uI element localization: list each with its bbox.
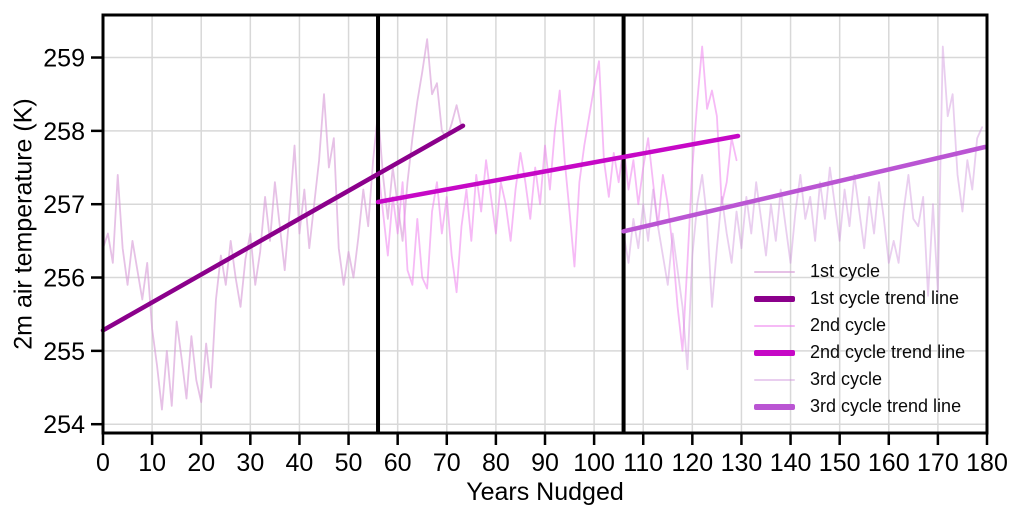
legend-label: 1st cycle trend line [810, 288, 960, 308]
legend-line-sample [754, 378, 795, 381]
y-tick-label: 254 [43, 411, 85, 439]
y-tick-label: 257 [43, 191, 85, 219]
series-3rd-cycle-trend-line [621, 144, 988, 234]
series-1st-cycle [102, 38, 463, 411]
y-tick-label: 258 [43, 118, 85, 146]
y-tick-label: 259 [43, 45, 85, 73]
x-tick-label: 60 [384, 449, 412, 477]
legend-line-sample [754, 270, 795, 273]
x-axis-label: Years Nudged [466, 478, 624, 506]
legend-entry-3rd-cycle-trend-line: 3rd cycle trend line [754, 393, 965, 420]
series-2nd-cycle-trend-line [375, 133, 741, 205]
legend-label: 3rd cycle [810, 369, 883, 389]
x-tick-label: 140 [770, 449, 812, 477]
legend-line-sample [754, 324, 795, 327]
y-tick-label: 256 [43, 265, 85, 293]
legend-entry-2nd-cycle-trend-line: 2nd cycle trend line [754, 339, 965, 366]
x-tick-label: 50 [335, 449, 363, 477]
x-tick-label: 170 [917, 449, 959, 477]
legend-label: 2nd cycle trend line [810, 342, 966, 362]
x-tick-label: 40 [286, 449, 314, 477]
y-axis-label: 2m air temperature (K) [9, 98, 38, 350]
x-tick-label: 90 [531, 449, 559, 477]
x-tick-label: 130 [721, 449, 763, 477]
x-tick-label: 80 [482, 449, 510, 477]
x-tick-label: 150 [819, 449, 861, 477]
x-tick-label: 0 [96, 449, 110, 477]
y-tick-label: 255 [43, 338, 85, 366]
legend-label: 1st cycle [810, 261, 881, 281]
legend-entry-2nd-cycle: 2nd cycle [754, 312, 965, 339]
x-tick-label: 30 [236, 449, 264, 477]
x-tick-label: 110 [623, 449, 663, 477]
x-tick-label: 20 [187, 449, 215, 477]
legend-line-sample [754, 403, 795, 410]
legend-line-sample [754, 295, 795, 302]
series-3rd-cycle [622, 45, 983, 371]
legend-line-sample [754, 349, 795, 356]
legend-label: 3rd cycle trend line [810, 396, 962, 416]
x-tick-label: 120 [671, 449, 713, 477]
legend-entry-1st-cycle-trend-line: 1st cycle trend line [754, 285, 965, 312]
x-tick-label: 180 [966, 449, 1008, 477]
plot-border [101, 13, 989, 435]
legend-entry-1st-cycle: 1st cycle [754, 258, 965, 285]
x-tick-label: 10 [138, 449, 166, 477]
x-tick-label: 160 [868, 449, 910, 477]
x-tick-label: 100 [573, 449, 615, 477]
series-1st-cycle-trend-line [100, 123, 466, 333]
x-tick-label: 70 [433, 449, 461, 477]
legend: 1st cycle 1st cycle trend line 2nd cycle 2n… [754, 258, 965, 420]
legend-entry-3rd-cycle: 3rd cycle [754, 366, 965, 393]
legend-label: 2nd cycle [810, 315, 887, 335]
